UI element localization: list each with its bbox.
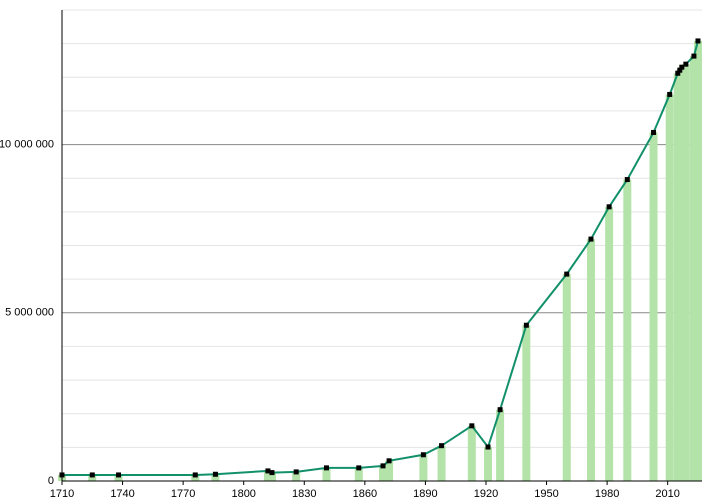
x-tick-label: 2010 (655, 488, 679, 500)
bar (263, 470, 272, 481)
bar (354, 467, 363, 481)
bar (689, 56, 698, 482)
x-tick-label: 1890 (413, 488, 437, 500)
point (439, 443, 445, 449)
x-tick-label: 1740 (110, 488, 134, 500)
point (265, 468, 271, 474)
point (89, 472, 95, 478)
x-tick-label: 1860 (353, 488, 377, 500)
point (523, 322, 529, 328)
point (497, 407, 503, 413)
point (588, 236, 594, 242)
bar (677, 67, 686, 481)
point (683, 61, 689, 67)
bar (665, 94, 674, 481)
x-tick-label: 1950 (534, 488, 558, 500)
point (386, 458, 392, 464)
bar (379, 465, 388, 481)
bar (211, 474, 220, 481)
point (469, 423, 475, 429)
y-tick-label: 10 000 000 (0, 138, 54, 150)
line (62, 40, 699, 476)
point (323, 465, 329, 471)
bar (586, 239, 595, 481)
bar (623, 179, 632, 481)
x-tick-label: 1980 (595, 488, 619, 500)
point (192, 472, 198, 478)
bar (605, 206, 614, 481)
bar (496, 409, 505, 481)
point (485, 444, 491, 450)
point (695, 38, 701, 44)
point (691, 53, 697, 59)
bar (385, 460, 394, 481)
x-tick-label: 1920 (474, 488, 498, 500)
bar (693, 40, 702, 482)
point (212, 471, 218, 477)
bar (649, 132, 658, 481)
x-tick-label: 1710 (50, 488, 74, 500)
point (380, 463, 386, 469)
point (679, 64, 685, 70)
bar (419, 454, 428, 481)
y-tick-label: 5 000 000 (5, 307, 54, 319)
point (667, 91, 673, 97)
bar (467, 425, 476, 481)
point (356, 465, 362, 471)
bar (437, 445, 446, 481)
x-tick-label: 1800 (231, 488, 255, 500)
bar (191, 474, 200, 481)
point (651, 129, 657, 135)
bar (292, 471, 301, 481)
x-tick-label: 1770 (171, 488, 195, 500)
bar (114, 474, 123, 481)
bar (267, 472, 276, 481)
bar (483, 447, 492, 481)
bar (681, 64, 690, 481)
bar (522, 325, 531, 481)
point (675, 70, 681, 76)
point (293, 469, 299, 475)
point (116, 472, 122, 478)
point (564, 271, 570, 277)
y-tick-label: 0 (48, 475, 54, 487)
bar (322, 467, 331, 481)
point (420, 452, 426, 458)
bar (562, 274, 571, 481)
x-tick-label: 1830 (292, 488, 316, 500)
point (606, 204, 612, 210)
bar (88, 474, 97, 481)
point (269, 470, 275, 476)
point (624, 177, 630, 183)
point (677, 67, 683, 73)
